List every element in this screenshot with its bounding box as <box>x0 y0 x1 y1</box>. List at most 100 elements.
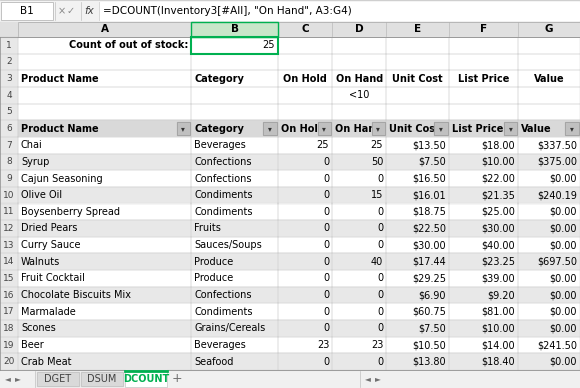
Bar <box>386 154 449 170</box>
Bar <box>449 187 519 203</box>
Bar <box>278 203 332 220</box>
Bar <box>278 70 332 87</box>
Bar <box>278 287 332 303</box>
Text: $13.50: $13.50 <box>412 140 446 150</box>
Text: 9: 9 <box>6 174 12 183</box>
Text: Value: Value <box>534 74 564 84</box>
Text: Fruit Cocktail: Fruit Cocktail <box>21 274 85 283</box>
Text: 25: 25 <box>371 140 383 150</box>
Text: $7.50: $7.50 <box>418 323 446 333</box>
Text: 25: 25 <box>263 40 275 50</box>
Bar <box>278 37 332 54</box>
Text: $697.50: $697.50 <box>537 257 577 267</box>
Bar <box>332 137 386 154</box>
Bar <box>191 70 278 87</box>
Text: D: D <box>355 24 364 35</box>
Text: List Price: List Price <box>458 74 509 84</box>
Bar <box>386 303 449 320</box>
Bar <box>191 220 278 237</box>
Text: $0.00: $0.00 <box>549 173 577 184</box>
Bar <box>0 22 580 37</box>
Text: $60.75: $60.75 <box>412 307 446 317</box>
Bar <box>18 303 191 320</box>
Text: G: G <box>545 24 553 35</box>
Text: +: + <box>172 372 182 386</box>
Text: 18: 18 <box>3 324 15 333</box>
Bar <box>519 37 580 54</box>
Text: 0: 0 <box>323 257 329 267</box>
Bar <box>332 237 386 253</box>
Text: 0: 0 <box>377 173 383 184</box>
Text: 10: 10 <box>3 191 15 200</box>
Bar <box>519 154 580 170</box>
Text: =DCOUNT(Inventory3[#All], "On Hand", A3:G4): =DCOUNT(Inventory3[#All], "On Hand", A3:… <box>103 6 351 16</box>
Bar <box>0 370 580 388</box>
Bar <box>81 372 123 386</box>
Bar <box>0 137 18 154</box>
Text: Product Name: Product Name <box>21 74 99 84</box>
Text: Beverages: Beverages <box>194 340 246 350</box>
Bar <box>332 154 386 170</box>
Bar <box>449 337 519 353</box>
Bar <box>191 104 278 120</box>
Text: $25.00: $25.00 <box>481 207 516 217</box>
Bar <box>519 320 580 337</box>
Bar <box>191 287 278 303</box>
Text: Confections: Confections <box>194 157 252 167</box>
Bar <box>0 270 18 287</box>
Bar <box>0 70 18 87</box>
Bar <box>386 203 449 220</box>
Bar <box>0 303 18 320</box>
Text: 0: 0 <box>377 307 383 317</box>
Text: 0: 0 <box>323 223 329 234</box>
Text: On Hold: On Hold <box>283 74 327 84</box>
Bar <box>125 370 167 387</box>
Text: F: F <box>480 24 487 35</box>
Bar <box>386 70 449 87</box>
Text: $0.00: $0.00 <box>549 274 577 283</box>
Text: ▾: ▾ <box>439 124 443 133</box>
Bar <box>191 320 278 337</box>
Text: $18.00: $18.00 <box>482 140 516 150</box>
Text: Grains/Cereals: Grains/Cereals <box>194 323 266 333</box>
Bar <box>449 287 519 303</box>
Text: ▾: ▾ <box>322 124 327 133</box>
Text: ×: × <box>58 6 66 16</box>
Text: B1: B1 <box>20 6 34 16</box>
Text: $0.00: $0.00 <box>549 223 577 234</box>
Text: Produce: Produce <box>194 257 234 267</box>
Text: $22.50: $22.50 <box>412 223 446 234</box>
Text: Boysenberry Spread: Boysenberry Spread <box>21 207 120 217</box>
Bar <box>0 253 18 270</box>
Bar <box>519 70 580 87</box>
Bar <box>0 187 18 203</box>
Bar <box>278 54 332 70</box>
Text: ▾: ▾ <box>269 124 272 133</box>
Text: Seafood: Seafood <box>194 357 234 367</box>
Bar <box>125 370 167 387</box>
Text: 15: 15 <box>3 274 15 283</box>
Text: E: E <box>414 24 421 35</box>
Bar <box>100 2 579 20</box>
Bar <box>519 270 580 287</box>
Text: $9.20: $9.20 <box>488 290 516 300</box>
Text: 23: 23 <box>317 340 329 350</box>
Bar <box>191 353 278 370</box>
Bar <box>503 122 517 135</box>
Bar <box>332 37 386 54</box>
Text: 0: 0 <box>377 274 383 283</box>
Text: A: A <box>100 24 108 35</box>
Bar <box>449 320 519 337</box>
Bar <box>449 70 519 87</box>
Bar <box>0 237 18 253</box>
Text: 25: 25 <box>317 140 329 150</box>
Bar <box>519 303 580 320</box>
Bar <box>317 122 331 135</box>
Bar <box>18 37 191 54</box>
Bar <box>0 320 18 337</box>
Bar <box>449 353 519 370</box>
Bar <box>278 237 332 253</box>
Bar <box>0 54 18 70</box>
Text: 5: 5 <box>6 107 12 116</box>
Text: ▾: ▾ <box>376 124 380 133</box>
